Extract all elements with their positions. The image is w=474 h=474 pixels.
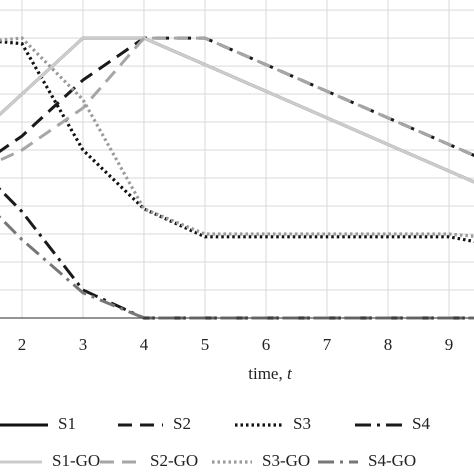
legend-label: S1-GO (52, 451, 100, 470)
legend-item: S4-GO (318, 451, 416, 470)
legend-item: S2 (118, 414, 191, 433)
legend-item: S1 (0, 414, 76, 433)
legend-label: S2 (173, 414, 191, 433)
x-tick-label: 2 (18, 335, 27, 354)
series-line (0, 36, 474, 184)
legend-label: S2-GO (150, 451, 198, 470)
legend-label: S4-GO (368, 451, 416, 470)
legend-item: S3 (235, 414, 311, 433)
series-line (0, 36, 474, 238)
x-tick-label: 7 (323, 335, 332, 354)
legend-item: S2-GO (100, 451, 198, 470)
x-tick-label: 8 (384, 335, 393, 354)
legend-label: S3-GO (262, 451, 310, 470)
legend: S1 S2 S3 S4 S1-GO S2-GO S3-GO S4-GO (0, 414, 430, 470)
legend-item: S1-GO (0, 451, 100, 470)
x-axis-label: time, (248, 364, 282, 383)
legend-label: S3 (293, 414, 311, 433)
series-line (0, 36, 474, 184)
x-tick-label: 5 (201, 335, 210, 354)
series-line (0, 36, 474, 162)
legend-label: S1 (58, 414, 76, 433)
legend-item: S4 (355, 414, 430, 433)
grid (0, 0, 474, 319)
series-line (0, 36, 474, 157)
series-line (0, 215, 474, 320)
legend-item: S3-GO (212, 451, 310, 470)
x-tick-label: 6 (262, 335, 271, 354)
series-line (0, 40, 474, 244)
x-tick-label: 9 (445, 335, 454, 354)
x-tick-label: 3 (79, 335, 88, 354)
x-tick-label: 4 (140, 335, 149, 354)
x-axis-title: time, t (248, 364, 293, 383)
x-axis-variable: t (287, 364, 293, 383)
legend-label: S4 (412, 414, 430, 433)
